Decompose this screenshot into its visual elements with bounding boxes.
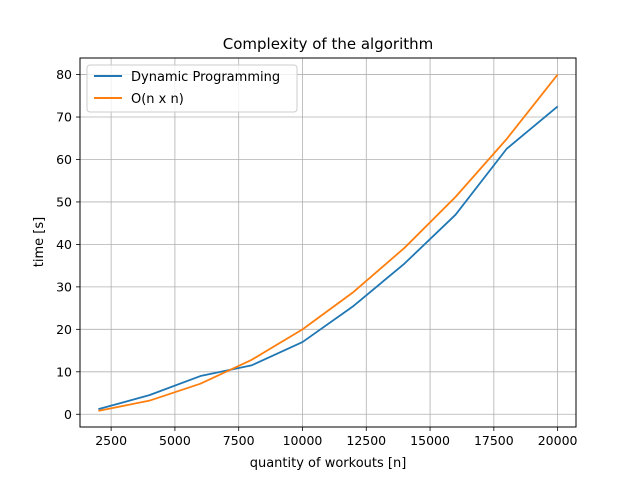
- chart-title: Complexity of the algorithm: [223, 35, 434, 53]
- legend-label-dynamic-programming: Dynamic Programming: [131, 70, 280, 85]
- y-tick-label: 10: [56, 364, 72, 379]
- y-tick-label: 40: [56, 237, 72, 252]
- x-tick-label: 12500: [346, 433, 386, 448]
- x-tick-label: 15000: [410, 433, 450, 448]
- x-axis-label: quantity of workouts [n]: [250, 456, 407, 471]
- series-layer: [98, 74, 559, 412]
- plot-frame: [79, 57, 577, 428]
- x-tick-label: 7500: [223, 433, 255, 448]
- y-tick-label: 20: [56, 322, 72, 337]
- y-tick-label: 70: [56, 110, 72, 125]
- x-tick-label: 17500: [474, 433, 514, 448]
- x-tick-label: 2500: [95, 433, 127, 448]
- x-tick-label: 20000: [538, 433, 578, 448]
- x-tick-label: 10000: [283, 433, 323, 448]
- y-axis-ticks: 0 10 20 30 40 50 60 70 80: [56, 67, 80, 422]
- y-tick-label: 80: [56, 67, 72, 82]
- grid: [80, 58, 576, 427]
- series-line-o-n-x-n: [98, 74, 559, 412]
- legend-label-o-n-x-n: O(n x n): [131, 92, 184, 107]
- y-tick-label: 30: [56, 279, 72, 294]
- series-line-dynamic-programming: [98, 105, 559, 411]
- y-tick-label: 50: [56, 194, 72, 209]
- y-tick-label: 0: [64, 407, 72, 422]
- x-tick-label: 5000: [159, 433, 191, 448]
- y-axis-label: time [s]: [32, 217, 47, 267]
- x-axis-ticks: 2500 5000 7500 10000 12500 15000 17500 20000: [95, 427, 578, 448]
- legend: Dynamic Programming O(n x n): [86, 64, 298, 113]
- legend-box: [86, 64, 298, 113]
- y-tick-label: 60: [56, 152, 72, 167]
